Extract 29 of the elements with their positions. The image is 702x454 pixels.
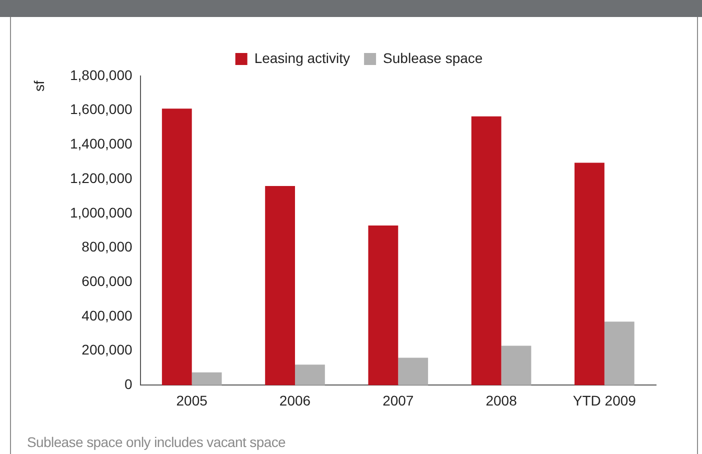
y-tick-label: 1,400,000 xyxy=(70,136,132,152)
y-tick-label: 1,000,000 xyxy=(70,204,132,220)
bar xyxy=(398,358,428,386)
bar xyxy=(574,162,604,386)
x-tick-label: 2008 xyxy=(486,392,518,408)
y-tick-label: 1,800,000 xyxy=(70,66,132,83)
y-tick-label: 400,000 xyxy=(82,307,132,324)
y-tick-label: 1,600,000 xyxy=(70,101,132,118)
text: Sublease space only includes vacant space xyxy=(27,434,286,450)
y-axis-title: sf xyxy=(31,80,48,92)
bar xyxy=(604,322,634,386)
x-tick-label: 2005 xyxy=(176,392,208,408)
bar xyxy=(265,186,295,386)
bar xyxy=(368,225,398,386)
legend-label: Leasing activity xyxy=(254,50,350,66)
bar xyxy=(471,116,502,386)
bar xyxy=(162,108,192,386)
bar xyxy=(192,372,222,386)
y-tick-label: 200,000 xyxy=(82,342,132,358)
y-tick-label: 0 xyxy=(124,376,132,392)
x-tick-label: 2006 xyxy=(279,392,311,408)
x-tick-label: YTD 2009 xyxy=(572,392,636,408)
x-tick-label: 2007 xyxy=(382,392,414,408)
bar xyxy=(295,364,325,386)
y-tick-label: 800,000 xyxy=(82,238,132,255)
y-tick-label: 1,200,000 xyxy=(70,170,132,186)
bar xyxy=(501,346,532,386)
y-tick-label: 600,000 xyxy=(82,272,132,289)
legend-label: Sublease space xyxy=(383,50,483,66)
